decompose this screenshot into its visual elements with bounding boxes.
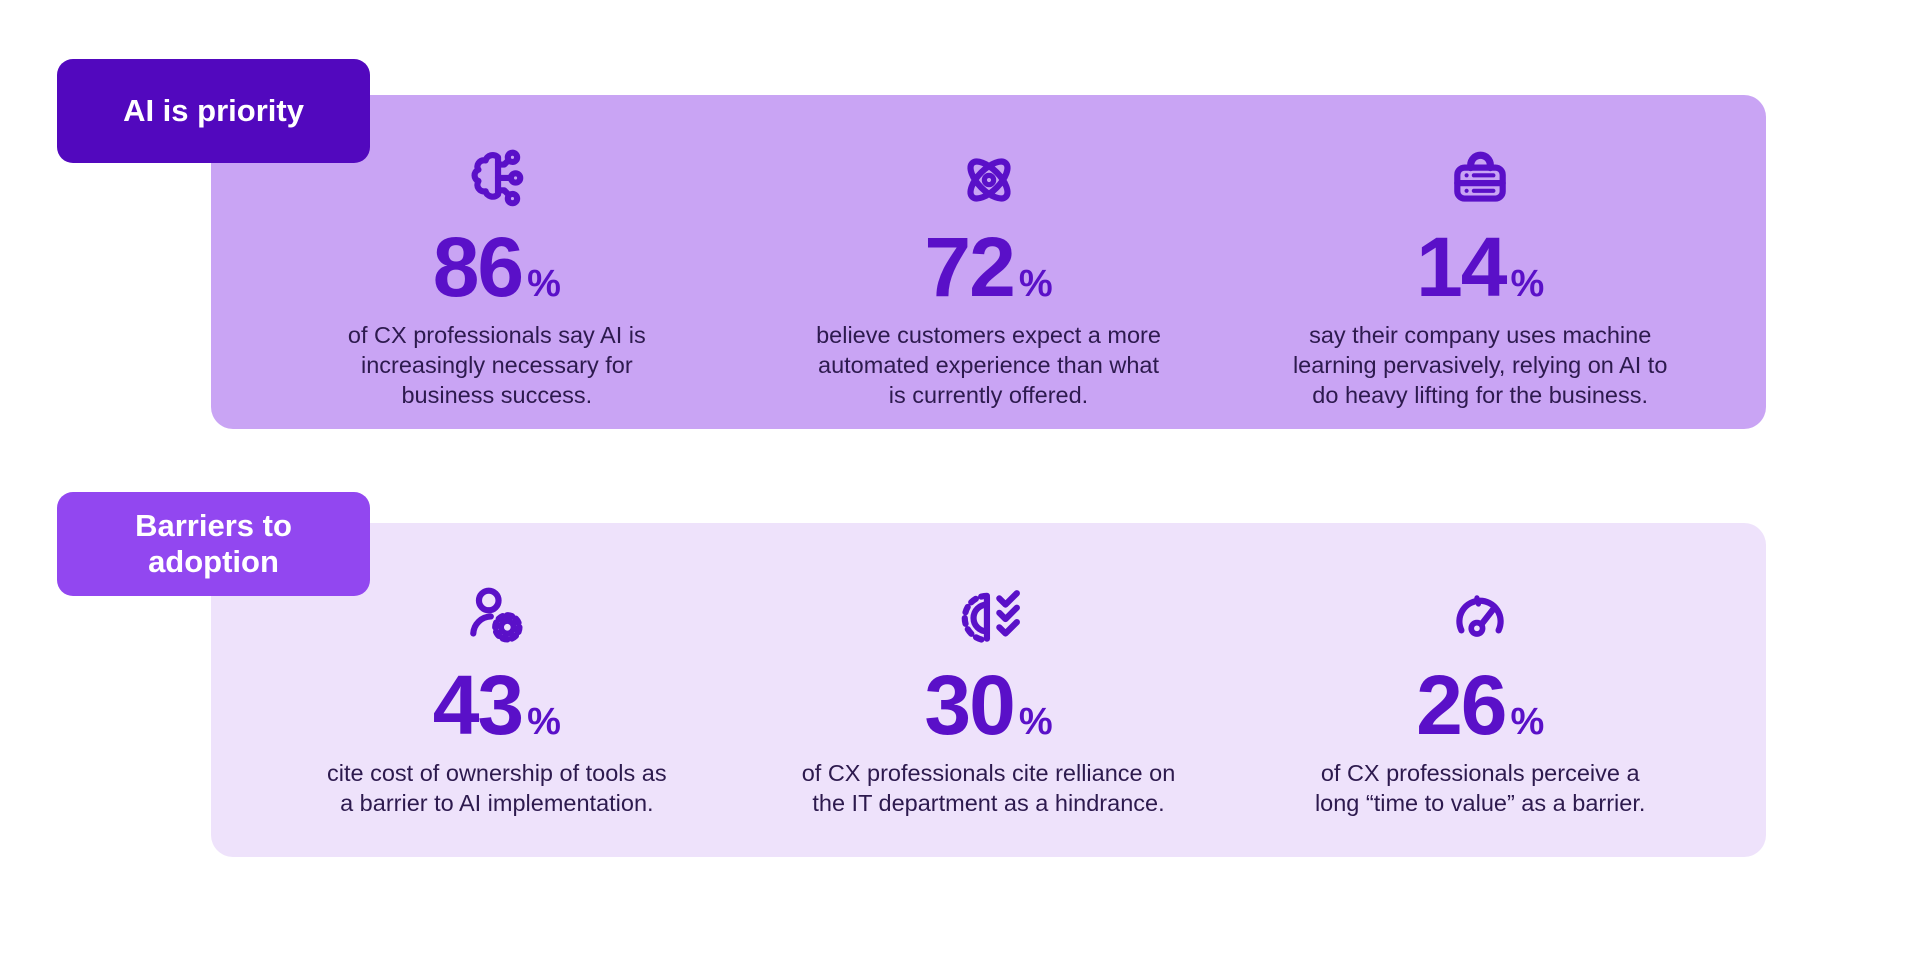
stat-description: of CX professionals say AI is increasing… (347, 322, 646, 408)
stat-time-to-value: 26% of CX professionals perceive a long … (1234, 585, 1726, 819)
stat-value: 86% (433, 225, 561, 309)
machine-learning-server-icon (1447, 147, 1513, 213)
stat-value: 72% (924, 225, 1052, 309)
stat-value: 30% (924, 663, 1052, 747)
section-label-barriers: Barriers to adoption (57, 492, 370, 596)
gear-checklist-icon (956, 585, 1022, 651)
stat-it-reliance: 30% of CX professionals cite relliance o… (743, 585, 1235, 819)
stat-machine-learning: 14% say their company uses machine learn… (1234, 147, 1726, 411)
percent-sign: % (527, 263, 561, 305)
percent-sign: % (1018, 701, 1053, 743)
stat-automated-experience: 72% believe customers expect a more auto… (743, 147, 1235, 411)
stat-description: of CX professionals cite relliance on th… (801, 760, 1176, 816)
stat-description: believe customers expect a more automate… (816, 322, 1161, 408)
stat-cost-ownership: 43% cite cost of ownership of tools as a… (251, 585, 743, 819)
stat-value: 14% (1416, 225, 1544, 309)
percent-sign: % (527, 701, 561, 743)
stat-description: say their company uses machine learning … (1292, 322, 1668, 408)
percent-sign: % (1510, 263, 1545, 305)
atom-icon (956, 147, 1022, 213)
percent-sign: % (1018, 263, 1053, 305)
stat-value: 26% (1416, 663, 1544, 747)
stat-number: 43 (432, 658, 524, 752)
stat-number: 86 (432, 220, 524, 314)
barriers-panel: 43% cite cost of ownership of tools as a… (211, 523, 1766, 857)
section-label-ai-priority: AI is priority (57, 59, 370, 163)
stat-number: 26 (1416, 658, 1507, 752)
speedometer-icon (1447, 585, 1513, 651)
ai-priority-panel: 86% of CX professionals say AI is increa… (211, 95, 1766, 429)
stat-number: 30 (924, 658, 1015, 752)
stat-value: 43% (433, 663, 561, 747)
ai-brain-circuit-icon (464, 147, 530, 213)
percent-sign: % (1510, 701, 1545, 743)
stat-description: of CX professionals perceive a long “tim… (1314, 760, 1646, 816)
user-gear-icon (464, 585, 530, 651)
stat-description: cite cost of ownership of tools as a bar… (327, 760, 667, 816)
stat-number: 72 (924, 220, 1015, 314)
stat-ai-necessary: 86% of CX professionals say AI is increa… (251, 147, 743, 411)
stat-number: 14 (1416, 220, 1507, 314)
